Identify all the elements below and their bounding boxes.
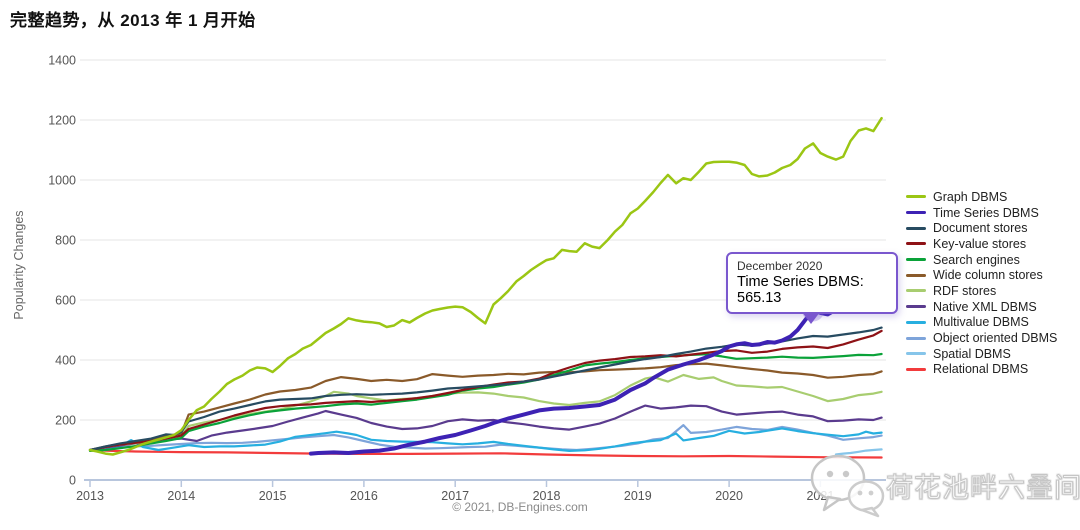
svg-text:400: 400 bbox=[55, 354, 76, 368]
series-line-spatial[interactable] bbox=[834, 448, 883, 456]
copyright-note: © 2021, DB-Engines.com bbox=[452, 500, 588, 514]
svg-text:1400: 1400 bbox=[48, 54, 76, 68]
legend-swatch-icon bbox=[906, 226, 926, 230]
svg-text:2016: 2016 bbox=[350, 489, 378, 503]
legend-item-time_series[interactable]: Time Series DBMS bbox=[906, 205, 1057, 221]
watermark: 荷花池畔六叠间 bbox=[808, 452, 1080, 518]
y-axis-ticks: 0 200 400 600 800 1000 1200 1400 bbox=[48, 54, 76, 488]
series-line-object_oriented[interactable] bbox=[88, 424, 883, 452]
legend-item-object_oriented[interactable]: Object oriented DBMS bbox=[906, 330, 1057, 346]
legend-swatch-icon bbox=[906, 367, 926, 371]
tooltip-pointer-icon bbox=[802, 312, 820, 324]
legend-swatch-icon bbox=[906, 289, 926, 293]
legend-item-document[interactable]: Document stores bbox=[906, 220, 1057, 236]
svg-text:2020: 2020 bbox=[715, 489, 743, 503]
legend-swatch-icon bbox=[906, 305, 926, 309]
legend-item-native_xml[interactable]: Native XML DBMS bbox=[906, 299, 1057, 315]
svg-text:0: 0 bbox=[69, 474, 76, 488]
series-line-graph[interactable] bbox=[88, 116, 883, 456]
page-title: 完整趋势，从 2013 年 1 月开始 bbox=[10, 11, 256, 30]
legend-swatch-icon bbox=[906, 336, 926, 340]
legend-label: Key-value stores bbox=[933, 236, 1027, 251]
gridlines bbox=[80, 59, 886, 421]
svg-text:800: 800 bbox=[55, 234, 76, 248]
series-line-multivalue[interactable] bbox=[88, 427, 883, 452]
legend-swatch-icon bbox=[906, 211, 926, 215]
legend-label: Multivalue DBMS bbox=[933, 315, 1029, 330]
legend-label: Time Series DBMS bbox=[933, 205, 1039, 220]
legend-item-multivalue[interactable]: Multivalue DBMS bbox=[906, 315, 1057, 331]
chart-tooltip: December 2020 Time Series DBMS: 565.13 bbox=[726, 252, 898, 324]
legend-label: Relational DBMS bbox=[933, 362, 1029, 377]
legend-label: RDF stores bbox=[933, 283, 997, 298]
legend-label: Wide column stores bbox=[933, 268, 1043, 283]
svg-text:600: 600 bbox=[55, 294, 76, 308]
legend-item-graph[interactable]: Graph DBMS bbox=[906, 189, 1057, 205]
legend-label: Object oriented DBMS bbox=[933, 331, 1058, 346]
svg-text:2013: 2013 bbox=[76, 489, 104, 503]
legend-label: Document stores bbox=[933, 221, 1028, 236]
legend-item-search[interactable]: Search engines bbox=[906, 252, 1057, 268]
legend-label: Native XML DBMS bbox=[933, 299, 1037, 314]
series-line-search[interactable] bbox=[88, 352, 883, 452]
svg-text:2014: 2014 bbox=[167, 489, 195, 503]
tooltip-date: December 2020 bbox=[737, 259, 823, 273]
wechat-icon bbox=[810, 454, 885, 518]
legend-item-key_value[interactable]: Key-value stores bbox=[906, 236, 1057, 252]
svg-text:200: 200 bbox=[55, 414, 76, 428]
series-line-wide_column[interactable] bbox=[88, 362, 883, 452]
svg-text:2019: 2019 bbox=[624, 489, 652, 503]
svg-text:2015: 2015 bbox=[259, 489, 287, 503]
legend-item-relational[interactable]: Relational DBMS bbox=[906, 362, 1057, 378]
svg-text:1200: 1200 bbox=[48, 114, 76, 128]
legend-item-wide_column[interactable]: Wide column stores bbox=[906, 267, 1057, 283]
watermark-text: 荷花池畔六叠间 bbox=[886, 472, 1080, 503]
svg-text:2018: 2018 bbox=[533, 489, 561, 503]
tooltip-value: Time Series DBMS: 565.13 bbox=[737, 274, 864, 306]
series-line-relational[interactable] bbox=[88, 448, 883, 459]
svg-text:2017: 2017 bbox=[441, 489, 469, 503]
legend-swatch-icon bbox=[906, 320, 926, 324]
legend-item-spatial[interactable]: Spatial DBMS bbox=[906, 346, 1057, 362]
x-axis-ticks: 2013 2014 2015 2016 2017 2018 2019 2020 2021 bbox=[76, 480, 834, 503]
legend-label: Spatial DBMS bbox=[933, 346, 1011, 361]
series-line-native_xml[interactable] bbox=[88, 404, 883, 452]
chart-legend: Graph DBMS Time Series DBMS Document store… bbox=[906, 189, 1057, 377]
legend-label: Search engines bbox=[933, 252, 1020, 267]
legend-swatch-icon bbox=[906, 352, 926, 356]
svg-text:1000: 1000 bbox=[48, 174, 76, 188]
legend-swatch-icon bbox=[906, 195, 926, 199]
legend-swatch-icon bbox=[906, 258, 926, 262]
legend-swatch-icon bbox=[906, 273, 926, 277]
legend-swatch-icon bbox=[906, 242, 926, 246]
legend-item-rdf[interactable]: RDF stores bbox=[906, 283, 1057, 299]
legend-label: Graph DBMS bbox=[933, 189, 1008, 204]
